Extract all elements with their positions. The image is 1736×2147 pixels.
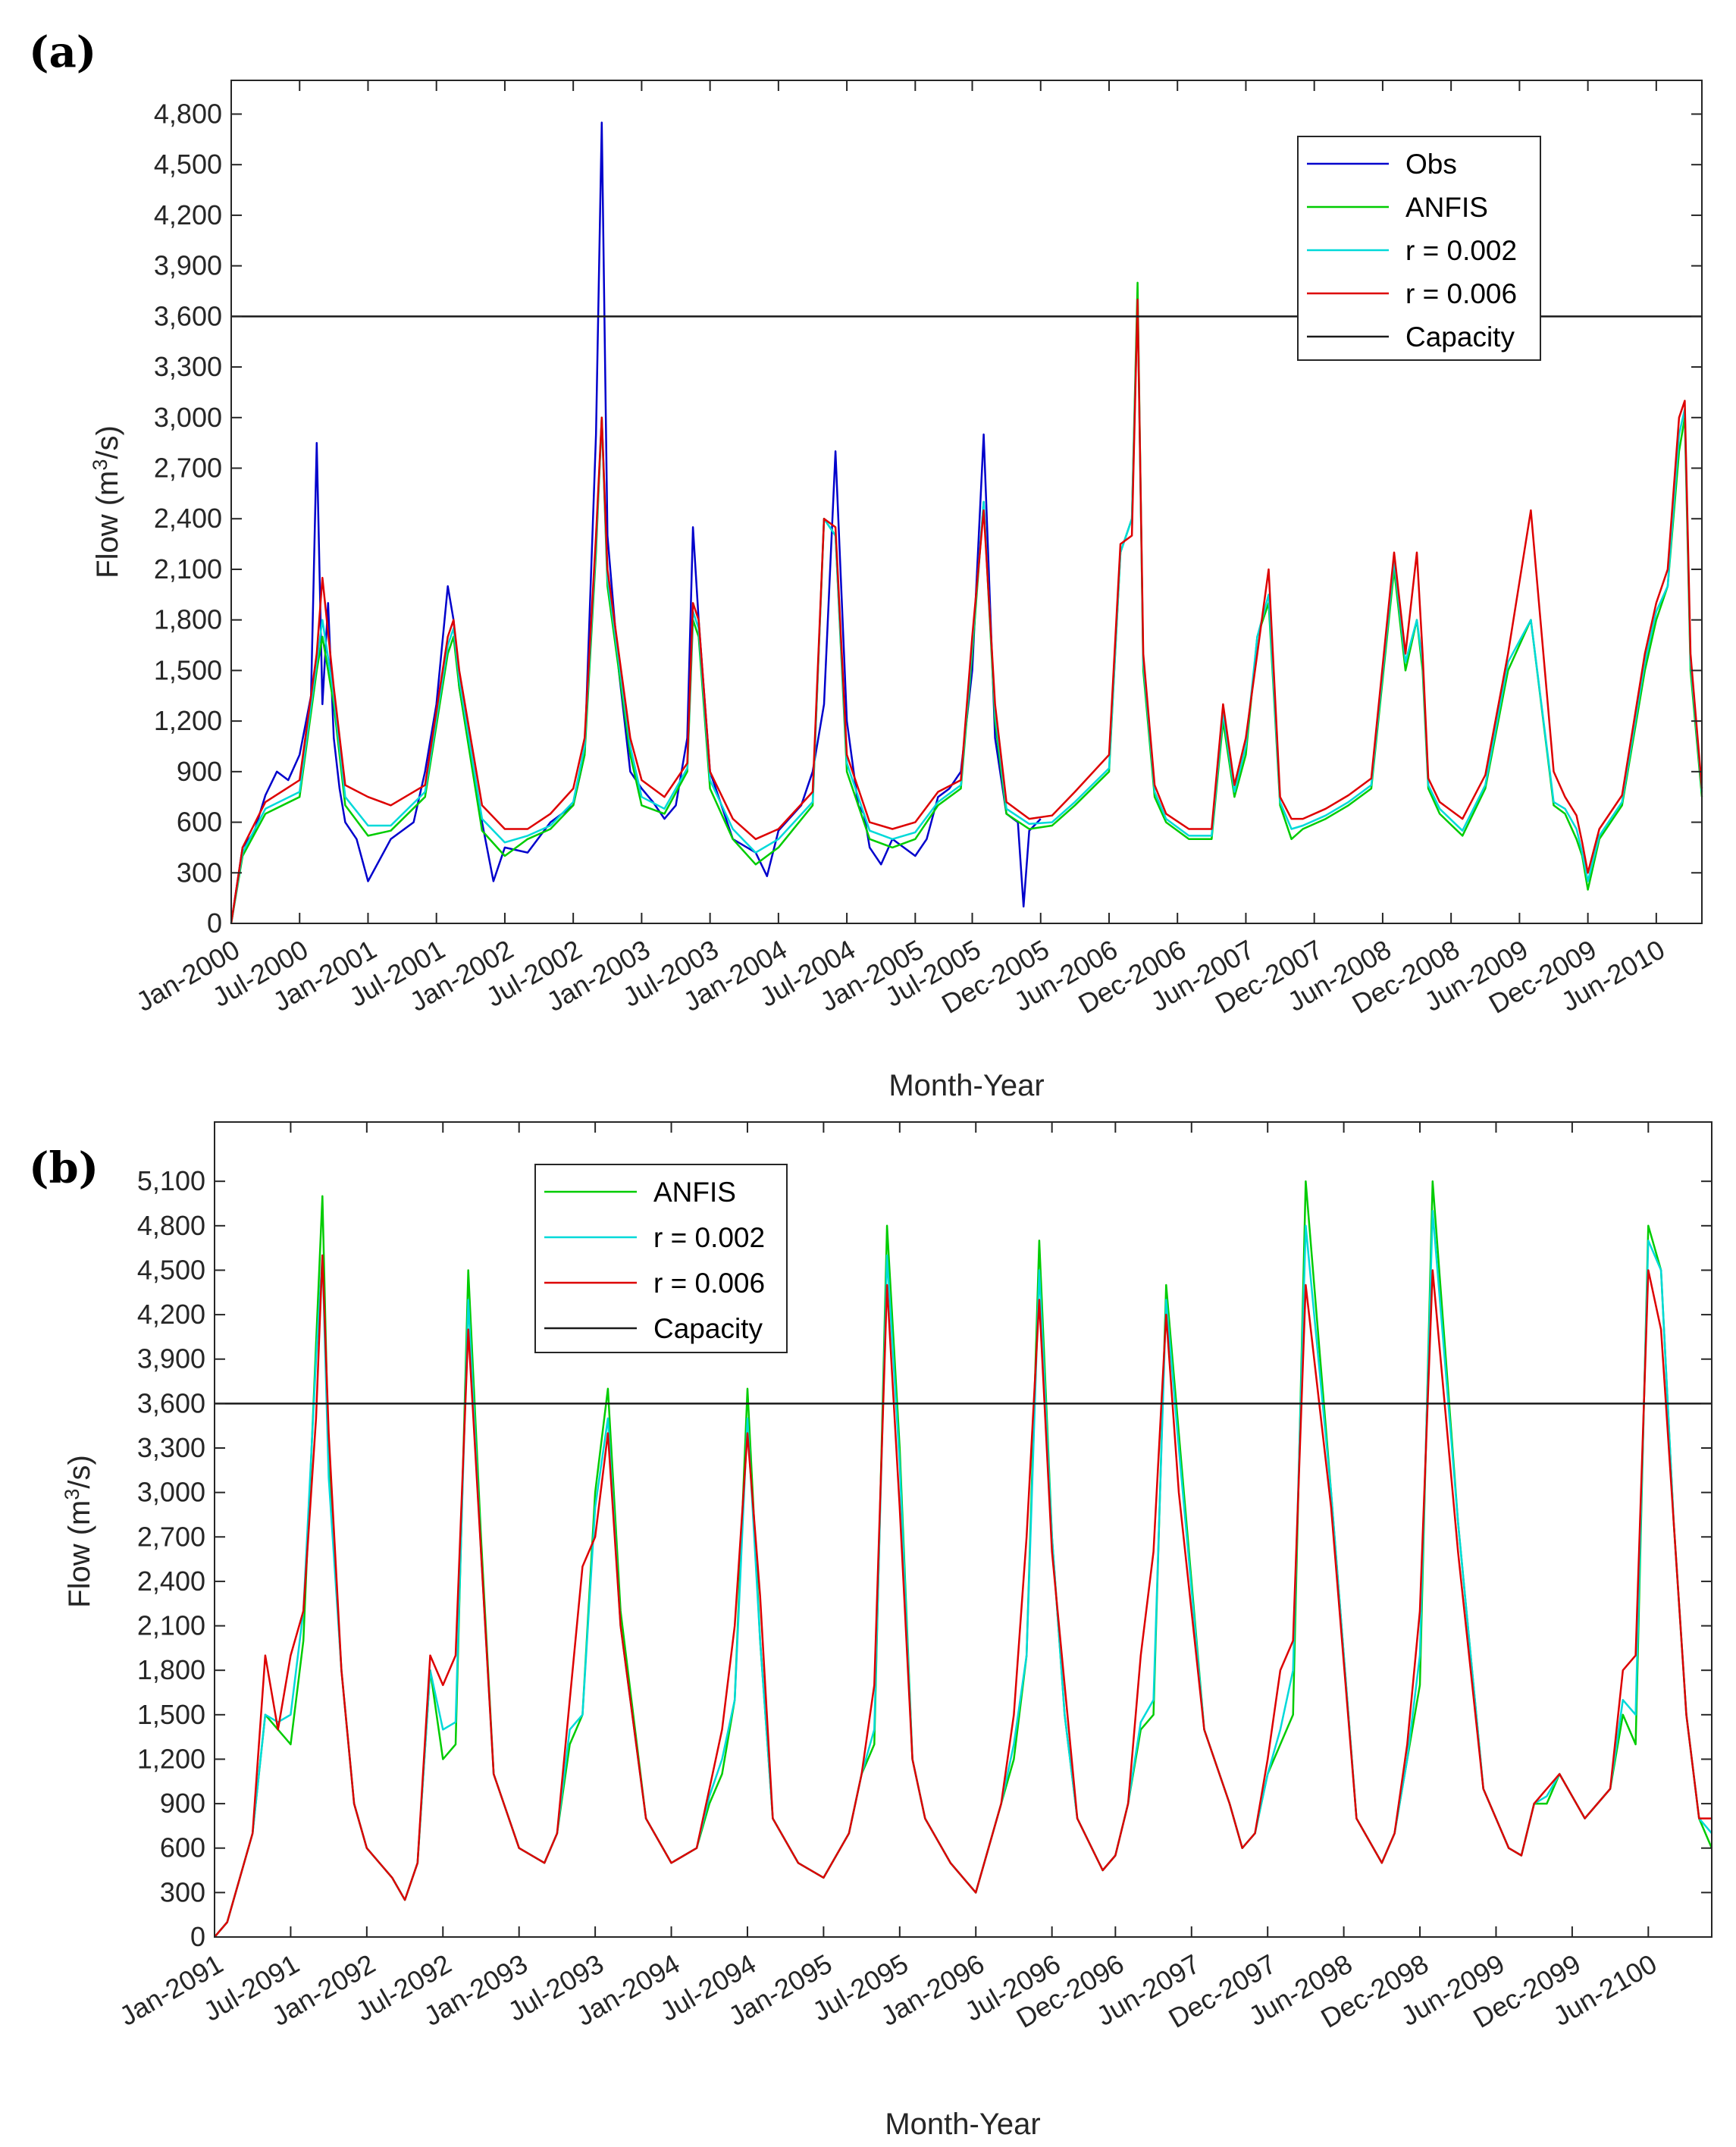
y-tick-label: 1,800 <box>137 1654 205 1685</box>
chart-a-frame <box>230 80 1703 924</box>
y-tick-label: 3,600 <box>137 1387 205 1418</box>
legend-a-label-r002: r = 0.002 <box>1405 235 1517 266</box>
chart-b-ylabel-tail: /s) <box>63 1455 96 1488</box>
chart-b-x-axis-title: Month-Year <box>885 2108 1040 2141</box>
chart-b-ylabel-sup: 3 <box>61 1489 83 1500</box>
chart-b-series-group <box>214 1180 1713 1938</box>
chart-a-legend-box <box>1297 136 1541 361</box>
chart-a-y-axis: 0 300 600 900 1,200 1,500 1,800 2,100 2,400 2,700… <box>154 98 1702 939</box>
y-tick-label: 1,500 <box>137 1699 205 1730</box>
chart-b-plot-area <box>215 1122 1712 1937</box>
chart-b: 0 300 600 900 1,200 1,500 1,800 2,100 2,400 2,700… <box>61 1121 1713 2141</box>
y-tick-label: 900 <box>177 756 222 787</box>
y-tick-label: 5,100 <box>137 1165 205 1196</box>
chart-b-legend-box <box>534 1164 788 1353</box>
legend-a-label-r006: r = 0.006 <box>1405 278 1517 309</box>
panel-label-b: (b) <box>29 1143 99 1193</box>
chart-b-frame <box>214 1121 1712 1938</box>
y-tick-label: 2,100 <box>154 553 222 585</box>
y-tick-label: 3,900 <box>137 1343 205 1374</box>
panel-label-a: (a) <box>29 27 96 77</box>
y-tick-label: 3,300 <box>154 351 222 382</box>
y-tick-label: 4,500 <box>137 1254 205 1285</box>
y-tick-label: 4,800 <box>137 1210 205 1241</box>
y-tick-label: 0 <box>190 1921 205 1952</box>
series-line-r-0-002 <box>230 298 1703 924</box>
y-tick-label: 3,000 <box>154 402 222 433</box>
y-tick-label: 1,500 <box>154 654 222 685</box>
chart-a-y-axis-title: Flow (m3/s) <box>89 425 124 578</box>
chart-a-ylabel-tail: /s) <box>91 425 124 459</box>
chart-a-ylabel-sup: 3 <box>89 459 111 471</box>
y-tick-label: 4,200 <box>137 1299 205 1330</box>
y-tick-label: 4,200 <box>154 199 222 230</box>
y-tick-label: 3,600 <box>154 300 222 331</box>
chart-a-series-group <box>230 121 1703 924</box>
chart-a-ylabel-base: Flow (m <box>91 471 124 578</box>
chart-b-legend: ANFIS r = 0.002 r = 0.006 Capacity <box>534 1164 788 1353</box>
y-tick-label: 1,200 <box>137 1743 205 1774</box>
y-tick-label: 3,000 <box>137 1477 205 1508</box>
y-tick-label: 1,200 <box>154 705 222 736</box>
y-tick-label: 0 <box>207 907 222 939</box>
y-tick-label: 3,900 <box>154 250 222 281</box>
chart-b-y-axis: 0 300 600 900 1,200 1,500 1,800 2,100 2,400 2,700… <box>137 1165 1712 1952</box>
chart-b-y-axis-title: Flow (m3/s) <box>61 1455 96 1608</box>
legend-a-label-capacity: Capacity <box>1405 321 1515 353</box>
y-tick-label: 3,300 <box>137 1432 205 1463</box>
chart-a-x-axis-title: Month-Year <box>888 1069 1044 1102</box>
y-tick-label: 2,400 <box>137 1566 205 1597</box>
legend-b-label-r002: r = 0.002 <box>653 1222 765 1253</box>
y-tick-label: 4,800 <box>154 98 222 129</box>
y-tick-label: 2,700 <box>154 453 222 484</box>
y-tick-label: 1,800 <box>154 604 222 635</box>
legend-a-label-anfis: ANFIS <box>1405 192 1488 223</box>
y-tick-label: 2,400 <box>154 503 222 534</box>
y-tick-label: 600 <box>177 807 222 838</box>
legend-b-label-anfis: ANFIS <box>653 1177 736 1208</box>
y-tick-label: 2,700 <box>137 1521 205 1552</box>
y-tick-label: 4,500 <box>154 149 222 180</box>
legend-b-label-r006: r = 0.006 <box>653 1268 765 1299</box>
series-line-anfis <box>230 281 1703 924</box>
y-tick-label: 300 <box>177 857 222 888</box>
y-tick-label: 300 <box>160 1876 205 1907</box>
chart-a-legend: Obs ANFIS r = 0.002 r = 0.006 Capacity <box>1297 136 1541 361</box>
legend-b-label-capacity: Capacity <box>653 1313 763 1344</box>
series-line-obs <box>230 121 1042 924</box>
y-tick-label: 2,100 <box>137 1610 205 1641</box>
legend-a-label-obs: Obs <box>1405 149 1457 180</box>
y-tick-label: 900 <box>160 1788 205 1819</box>
series-line-r-0-006 <box>214 1254 1712 1938</box>
chart-b-ylabel-base: Flow (m <box>63 1500 96 1608</box>
series-line-r-0-006 <box>230 298 1703 924</box>
y-tick-label: 600 <box>160 1832 205 1863</box>
